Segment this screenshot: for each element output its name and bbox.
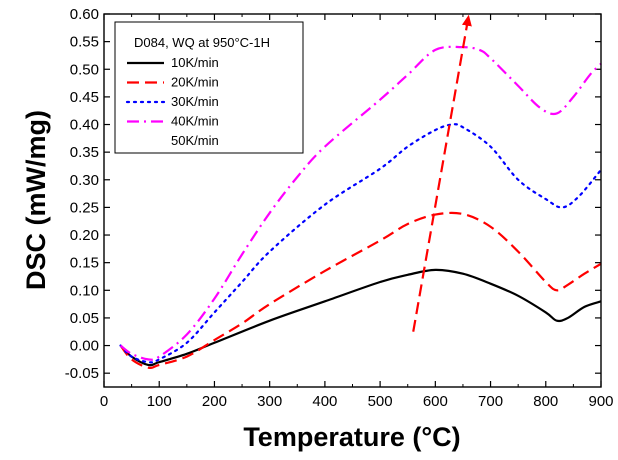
x-axis-title-text: Temperature: [243, 422, 405, 452]
y-tick-label: 0.25: [70, 199, 99, 216]
y-tick-label: 0.35: [70, 144, 99, 161]
series-line-30kmin: [119, 123, 603, 364]
legend-entry-label: 30K/min: [171, 94, 219, 109]
y-tick-label: 0.05: [70, 310, 99, 327]
series-line-20kmin: [119, 211, 602, 369]
y-tick-label: 0.45: [70, 89, 99, 106]
y-axis-title: DSC (mW/mg): [21, 110, 51, 290]
x-axis-title: Temperature (°C): [243, 422, 460, 452]
y-axis-tick-labels: -0.05 0.00 0.05 0.10 0.15 0.20 0.25 0.30 0.35 0.4…: [65, 6, 99, 382]
y-tick-label: 0.40: [70, 117, 99, 134]
legend-box: [114, 21, 304, 154]
x-tick-label: 200: [202, 393, 227, 410]
y-tick-label: 0.20: [70, 227, 99, 244]
legend-entry-label: 20K/min: [171, 75, 219, 90]
x-tick-label: 0: [100, 393, 108, 410]
x-tick-label: 300: [257, 393, 282, 410]
y-tick-label: 0.00: [70, 338, 99, 355]
x-tick-label: 700: [478, 393, 503, 410]
legend-entry-label: 40K/min: [171, 114, 219, 129]
legend: D084, WQ at 950°C-1H 10K/min 20K/min 30K/m…: [114, 21, 304, 154]
y-tick-label: 0.10: [70, 282, 99, 299]
annotation-layer: [412, 14, 472, 332]
series-line-10kmin: [119, 268, 602, 367]
y-tick-label: 0.60: [70, 6, 99, 23]
x-tick-label: 100: [147, 393, 172, 410]
x-axis-tick-labels: 0 100 200 300 400 500 600 700 800 900: [100, 393, 614, 410]
legend-entry-label: 50K/min: [171, 133, 219, 148]
x-tick-label: 800: [533, 393, 558, 410]
trend-arrow: [412, 14, 472, 332]
plot-frame: [103, 13, 602, 388]
x-tick-label: 400: [312, 393, 337, 410]
y-tick-label: 0.55: [70, 34, 99, 51]
y-tick-label: 0.15: [70, 255, 99, 272]
x-axis-title-unit: (°C): [412, 422, 460, 452]
y-tick-label: 0.50: [70, 61, 99, 78]
legend-title: D084, WQ at 950°C-1H: [134, 35, 270, 50]
x-tick-label: 900: [588, 393, 613, 410]
y-tick-label: 0.30: [70, 172, 99, 189]
series-layer: [119, 45, 603, 369]
x-tick-label: 600: [423, 393, 448, 410]
y-tick-label: -0.05: [65, 365, 99, 382]
legend-entries: 10K/min 20K/min 30K/min 40K/min 50K/min: [125, 55, 219, 148]
legend-entry-label: 10K/min: [171, 55, 219, 70]
series-line-40kmin: [119, 45, 602, 361]
x-tick-label: 500: [368, 393, 393, 410]
